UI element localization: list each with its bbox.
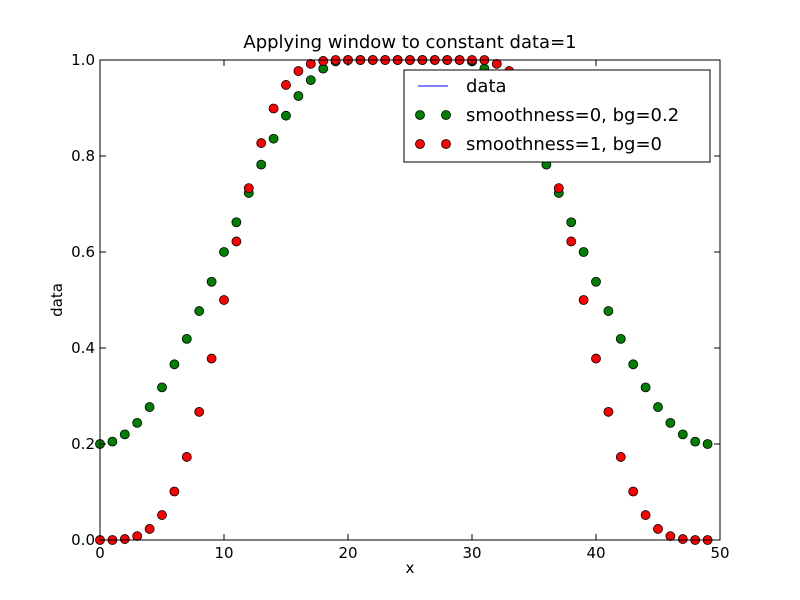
- data-point: [194, 306, 205, 316]
- y-tick-label: 0.0: [71, 531, 95, 549]
- data-point: [144, 402, 155, 412]
- data-point: [653, 524, 663, 534]
- data-point: [169, 359, 180, 370]
- data-point: [169, 486, 180, 497]
- data-point: [231, 217, 242, 228]
- x-tick-label: 10: [214, 544, 233, 562]
- y-tick-label: 1.0: [71, 51, 95, 69]
- data-point: [603, 406, 614, 417]
- legend-box: [403, 69, 711, 163]
- data-point: [268, 103, 279, 114]
- x-axis-label: x: [406, 559, 415, 577]
- data-point: [615, 452, 626, 462]
- x-tick-label: 40: [586, 544, 605, 562]
- data-point: [119, 534, 130, 544]
- data-point: [219, 295, 229, 305]
- data-point: [132, 531, 143, 542]
- legend-label-data: data: [466, 76, 507, 97]
- data-point: [566, 236, 577, 247]
- data-point: [578, 295, 589, 305]
- data-point: [194, 406, 205, 417]
- data-point: [305, 75, 316, 86]
- y-tick-label: 0.8: [71, 147, 95, 165]
- y-tick-label: 0.6: [71, 243, 95, 261]
- data-point: [219, 247, 229, 257]
- data-point: [268, 133, 279, 144]
- data-point: [603, 306, 614, 316]
- y-tick-label: 0.2: [71, 435, 95, 453]
- data-point: [677, 534, 688, 544]
- data-point: [144, 524, 155, 534]
- data-point: [243, 183, 254, 194]
- legend-label-smoothness-0: smoothness=0, bg=0.2: [466, 105, 679, 126]
- x-tick-label: 0: [95, 544, 105, 562]
- data-point: [281, 110, 291, 121]
- legend-marker-red-left: [415, 139, 425, 149]
- data-point: [553, 183, 564, 194]
- legend-marker-green-right: [441, 110, 451, 120]
- legend-label-smoothness-1: smoothness=1, bg=0: [466, 134, 662, 155]
- x-tick-label: 50: [710, 544, 729, 562]
- data-point: [181, 452, 192, 462]
- data-point: [665, 417, 676, 428]
- data-point: [305, 58, 316, 69]
- data-point: [653, 402, 663, 412]
- x-tick-label: 20: [338, 544, 357, 562]
- data-point: [491, 58, 502, 69]
- data-point: [256, 138, 267, 148]
- axes-frame: [99, 59, 721, 541]
- data-point: [628, 359, 639, 370]
- data-point: [256, 159, 267, 170]
- data-point: [293, 66, 304, 76]
- y-axis-label: data: [48, 283, 66, 317]
- data-point: [591, 353, 601, 364]
- x-tick-label: 30: [462, 544, 481, 562]
- data-point: [231, 236, 242, 247]
- data-point: [578, 247, 589, 257]
- data-point: [107, 436, 118, 447]
- data-point: [628, 486, 639, 497]
- data-point: [690, 436, 701, 447]
- data-point: [566, 217, 577, 228]
- data-point: [615, 333, 626, 344]
- legend-marker-green-left: [415, 110, 425, 120]
- data-point: [640, 382, 651, 393]
- data-point: [677, 429, 688, 440]
- data-point: [318, 56, 329, 66]
- data-point: [157, 382, 167, 393]
- y-axis: 0.0 0.2 0.4 0.6 0.8 1.0: [71, 51, 720, 549]
- data-point: [591, 276, 601, 287]
- y-tick-label: 0.4: [71, 339, 95, 357]
- data-point: [281, 80, 291, 90]
- chart-title: Applying window to constant data=1: [243, 32, 576, 53]
- data-point: [119, 429, 130, 440]
- legend: data smoothness=0, bg=0.2 smoothness=1, …: [403, 69, 711, 163]
- data-point: [206, 353, 217, 364]
- data-point: [181, 333, 192, 344]
- data-point: [293, 91, 304, 101]
- data-point: [665, 531, 676, 542]
- data-point: [640, 510, 651, 520]
- x-axis: 0 10 20 30 40 50: [95, 60, 730, 562]
- data-point: [132, 417, 143, 428]
- legend-marker-red-right: [441, 139, 451, 149]
- data-point: [157, 510, 167, 520]
- data-point: [206, 276, 217, 287]
- data-point: [702, 439, 713, 449]
